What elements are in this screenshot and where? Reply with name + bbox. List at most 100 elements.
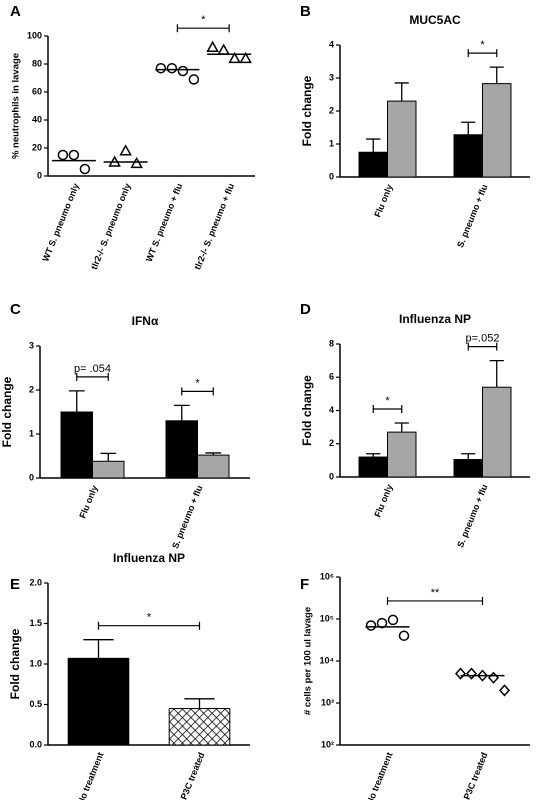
- data-point: [166, 62, 178, 74]
- x-tick-label: S. pneumo + flu: [455, 183, 489, 249]
- y-tick-label: 2: [29, 384, 34, 394]
- bar: [358, 456, 388, 478]
- data-point: [119, 144, 132, 156]
- error-bar: [100, 452, 117, 462]
- error-bar: [205, 452, 222, 456]
- y-tick-label: 10⁶: [320, 571, 334, 581]
- error-bar: [173, 404, 190, 421]
- data-point: [365, 620, 377, 631]
- y-axis-label: # cells per 100 ul lavage: [303, 607, 314, 715]
- significance-label: *: [480, 39, 485, 51]
- y-tick-label: 0: [329, 171, 334, 181]
- significance-bracket: [372, 404, 403, 413]
- y-tick-label: 0: [29, 472, 34, 482]
- y-tick-label: 3: [29, 340, 34, 350]
- significance-bracket: [176, 24, 230, 33]
- y-tick-label: 1.0: [29, 658, 42, 668]
- y-tick-label: 10⁵: [320, 613, 334, 623]
- data-point: [188, 74, 200, 85]
- significance-bracket: [386, 596, 484, 605]
- y-tick-label: 20: [32, 142, 42, 152]
- bar: [67, 657, 130, 746]
- bar: [165, 420, 198, 479]
- significance-label: *: [201, 14, 206, 26]
- significance-label: **: [431, 587, 440, 599]
- x-tick-label: P3C treated: [462, 751, 490, 800]
- error-bar: [489, 359, 504, 388]
- data-point: [228, 51, 241, 64]
- error-bar: [83, 639, 114, 659]
- data-point: [465, 667, 478, 680]
- y-tick-label: 4: [329, 405, 334, 415]
- x-tick-label: Flu only: [372, 483, 394, 519]
- y-tick-label: 1.5: [29, 618, 42, 628]
- significance-label: p= .054: [74, 363, 111, 375]
- bar: [482, 83, 512, 178]
- y-tick-label: 6: [329, 372, 334, 382]
- data-point: [239, 51, 252, 64]
- data-point: [155, 62, 167, 74]
- data-point: [487, 671, 500, 684]
- error-bar: [366, 453, 381, 458]
- x-tick-label: WT S. pneumo only: [40, 182, 81, 263]
- y-tick-label: 0: [37, 170, 42, 180]
- x-tick-label: Flu only: [372, 183, 394, 219]
- panel-label: D: [300, 301, 311, 318]
- significance-bracket: [467, 342, 498, 351]
- data-point: [398, 630, 410, 641]
- significance-bracket: [467, 49, 498, 58]
- bar: [482, 386, 512, 478]
- y-tick-label: 0.5: [29, 699, 42, 709]
- x-tick-label: No treatment: [364, 751, 394, 800]
- data-point: [498, 684, 511, 697]
- chart-title: MUC5AC: [409, 13, 461, 27]
- data-point: [130, 156, 143, 169]
- y-tick-label: 0: [329, 471, 334, 481]
- significance-bracket: [97, 621, 201, 630]
- data-point: [217, 43, 230, 55]
- bar: [453, 134, 483, 178]
- y-tick-label: 60: [32, 86, 42, 96]
- y-tick-label: 100: [27, 30, 42, 40]
- x-tick-label: S. pneumo + flu: [170, 484, 204, 550]
- chart-title: IFNα: [132, 314, 159, 328]
- y-tick-label: 3: [329, 72, 334, 82]
- x-tick-label: No treatment: [75, 751, 105, 800]
- bar: [358, 151, 388, 178]
- error-bar: [394, 82, 409, 102]
- bar: [387, 431, 417, 478]
- error-bar: [461, 121, 476, 135]
- y-tick-label: 2: [329, 438, 334, 448]
- chart-title: Influenza NP: [399, 312, 471, 326]
- y-tick-label: 10⁴: [320, 655, 334, 665]
- y-tick-label: 80: [32, 58, 42, 68]
- significance-label: *: [385, 395, 390, 407]
- y-tick-label: 8: [329, 338, 334, 348]
- x-tick-label: WT S. pneumo + flu: [144, 182, 185, 263]
- panel-label: B: [300, 3, 311, 20]
- bar: [453, 459, 483, 478]
- error-bar: [366, 138, 381, 153]
- significance-bracket: [181, 387, 214, 396]
- bar: [197, 454, 230, 479]
- y-tick-label: 1: [329, 138, 334, 148]
- error-bar: [394, 422, 409, 433]
- data-point: [79, 163, 91, 175]
- y-axis-label: Fold change: [8, 628, 22, 699]
- y-tick-label: 2.0: [29, 577, 42, 587]
- y-tick-label: 10³: [321, 697, 334, 707]
- y-tick-label: 4: [329, 39, 334, 49]
- error-bar: [184, 698, 215, 709]
- panel-label: F: [300, 576, 309, 593]
- bar: [168, 708, 231, 746]
- data-point: [206, 40, 219, 52]
- significance-bracket: [76, 372, 109, 381]
- data-point: [68, 149, 80, 161]
- error-bar: [68, 390, 85, 412]
- data-point: [57, 149, 69, 161]
- y-axis-label: Fold change: [0, 376, 14, 447]
- bar: [92, 460, 125, 479]
- y-tick-label: 40: [32, 114, 42, 124]
